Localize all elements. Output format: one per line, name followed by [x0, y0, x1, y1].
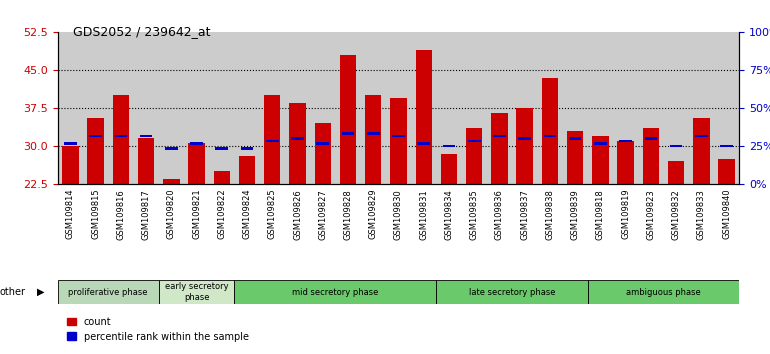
Bar [190, 142, 203, 145]
Bar [619, 140, 632, 142]
Bar [342, 132, 354, 135]
Text: GSM109833: GSM109833 [697, 189, 706, 240]
Bar [88, 118, 104, 184]
Bar [440, 154, 457, 184]
Bar [517, 108, 533, 184]
Bar [241, 147, 253, 150]
Bar [569, 137, 581, 140]
Bar [594, 142, 607, 145]
Text: GSM109818: GSM109818 [596, 189, 605, 240]
Text: GSM109825: GSM109825 [268, 189, 276, 240]
Bar [468, 140, 480, 142]
Bar [518, 137, 531, 140]
Text: GSM109814: GSM109814 [66, 189, 75, 240]
Bar [159, 280, 234, 304]
Bar [643, 128, 659, 184]
Bar [592, 136, 608, 184]
Bar [542, 78, 558, 184]
Bar [239, 156, 255, 184]
Bar [466, 128, 482, 184]
Bar [493, 135, 506, 137]
Bar [189, 143, 205, 184]
Text: GSM109817: GSM109817 [142, 189, 151, 240]
Text: GSM109836: GSM109836 [495, 189, 504, 240]
Bar [693, 118, 709, 184]
Text: GSM109832: GSM109832 [671, 189, 681, 240]
Bar [392, 135, 405, 137]
Text: GSM109821: GSM109821 [192, 189, 201, 240]
Text: GSM109830: GSM109830 [394, 189, 403, 240]
Text: GDS2052 / 239642_at: GDS2052 / 239642_at [73, 25, 211, 38]
Bar [315, 123, 331, 184]
Text: early secretory
phase: early secretory phase [165, 282, 229, 302]
Text: GSM109824: GSM109824 [243, 189, 252, 240]
Text: GSM109816: GSM109816 [116, 189, 126, 240]
Bar [340, 55, 357, 184]
Text: GSM109834: GSM109834 [444, 189, 454, 240]
Text: GSM109835: GSM109835 [470, 189, 479, 240]
Bar [588, 280, 739, 304]
Text: GSM109820: GSM109820 [167, 189, 176, 240]
Text: GSM109839: GSM109839 [571, 189, 580, 240]
Text: mid secretory phase: mid secretory phase [292, 287, 379, 297]
Text: GSM109826: GSM109826 [293, 189, 302, 240]
Text: ▶: ▶ [37, 287, 45, 297]
Bar [165, 147, 178, 150]
Bar [138, 138, 154, 184]
Text: GSM109827: GSM109827 [318, 189, 327, 240]
Text: GSM109829: GSM109829 [369, 189, 378, 240]
Text: other: other [0, 287, 26, 297]
Bar [216, 147, 228, 150]
Text: GSM109822: GSM109822 [217, 189, 226, 240]
Bar [266, 140, 279, 142]
Bar [316, 142, 329, 145]
Text: late secretory phase: late secretory phase [469, 287, 555, 297]
Bar [644, 137, 657, 140]
Bar [89, 135, 102, 137]
Bar [234, 280, 437, 304]
Text: GSM109831: GSM109831 [419, 189, 428, 240]
Bar [390, 98, 407, 184]
Bar [437, 280, 588, 304]
Bar [365, 95, 381, 184]
Bar [670, 145, 682, 147]
Bar [695, 135, 708, 137]
Bar [264, 95, 280, 184]
Bar [544, 135, 556, 137]
Bar [618, 141, 634, 184]
Bar [112, 95, 129, 184]
Bar [290, 103, 306, 184]
Text: GSM109838: GSM109838 [545, 189, 554, 240]
Bar [567, 131, 584, 184]
Bar [443, 145, 455, 147]
Text: proliferative phase: proliferative phase [69, 287, 148, 297]
Bar [62, 146, 79, 184]
Bar [58, 280, 159, 304]
Text: ambiguous phase: ambiguous phase [626, 287, 701, 297]
Text: GSM109815: GSM109815 [91, 189, 100, 240]
Bar [140, 135, 152, 137]
Bar [163, 179, 179, 184]
Bar [213, 171, 230, 184]
Bar [417, 142, 430, 145]
Bar [718, 159, 735, 184]
Bar [720, 145, 733, 147]
Bar [491, 113, 507, 184]
Bar [115, 135, 127, 137]
Text: GSM109819: GSM109819 [621, 189, 630, 240]
Bar [416, 50, 432, 184]
Bar [291, 137, 304, 140]
Legend: count, percentile rank within the sample: count, percentile rank within the sample [62, 313, 253, 346]
Bar [64, 142, 77, 145]
Text: GSM109823: GSM109823 [646, 189, 655, 240]
Text: GSM109828: GSM109828 [343, 189, 353, 240]
Text: GSM109840: GSM109840 [722, 189, 731, 240]
Bar [367, 132, 380, 135]
Bar [668, 161, 685, 184]
Text: GSM109837: GSM109837 [521, 189, 529, 240]
